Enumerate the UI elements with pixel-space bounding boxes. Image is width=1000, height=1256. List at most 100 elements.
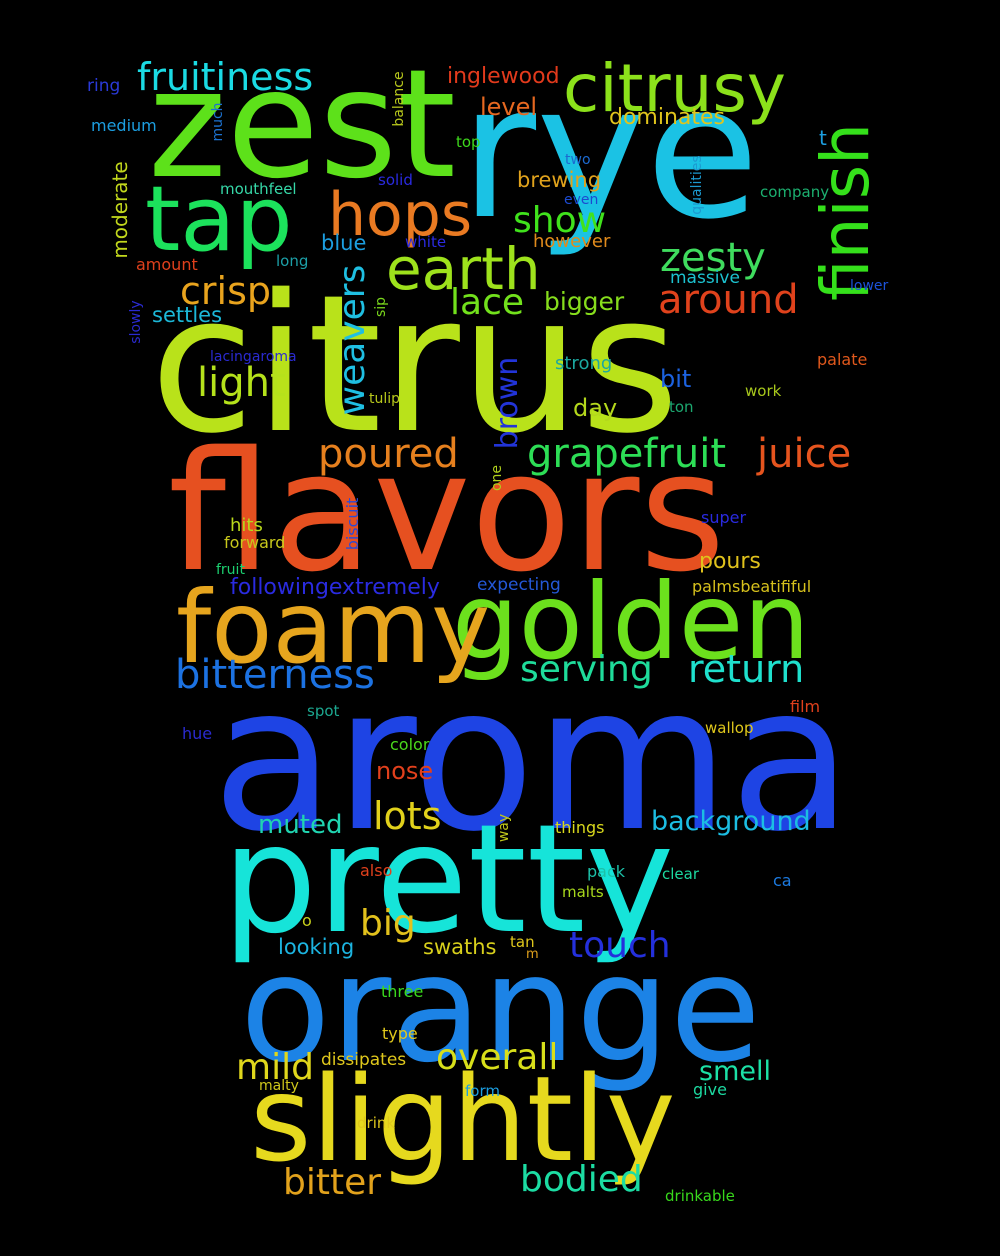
word-palate: palate xyxy=(817,350,868,369)
word-weavers: weavers xyxy=(332,264,373,416)
word-amount: amount xyxy=(136,255,198,274)
word-citrusy: citrusy xyxy=(563,50,786,127)
word-poured: poured xyxy=(318,431,459,477)
word-zest: zest xyxy=(148,38,456,212)
word-grapefruit: grapefruit xyxy=(527,431,727,477)
word-however: however xyxy=(533,231,611,252)
word-golden: golden xyxy=(452,561,810,683)
word-mild: mild xyxy=(236,1047,314,1088)
word-bitter: bitter xyxy=(283,1162,382,1203)
word-citrus: citrus xyxy=(150,254,680,475)
word-dissipates: dissipates xyxy=(321,1050,407,1070)
word-foamy: foamy xyxy=(176,569,491,686)
word-tap: tap xyxy=(145,167,293,272)
word-smell: smell xyxy=(699,1056,771,1087)
word-m: m xyxy=(526,947,539,962)
word-aroma: aroma xyxy=(212,643,853,876)
word-blue: blue xyxy=(321,231,367,255)
word-muted: muted xyxy=(258,810,343,840)
word-medium: medium xyxy=(91,116,157,135)
word-zesty: zesty xyxy=(660,235,766,281)
word-drink: drink xyxy=(357,1114,396,1132)
word-hops: hops xyxy=(328,180,473,250)
word-malts: malts xyxy=(562,883,604,901)
word-t: t xyxy=(819,126,827,150)
word-film: film xyxy=(790,697,821,716)
word-form: form xyxy=(465,1082,500,1100)
word-crisp: crisp xyxy=(180,269,271,313)
word-fruit: fruit xyxy=(216,562,245,578)
word-give: give xyxy=(693,1080,727,1099)
word-serving: serving xyxy=(520,649,653,690)
word-big: big xyxy=(360,903,416,944)
word-settles: settles xyxy=(152,303,223,327)
word-three: three xyxy=(381,982,424,1001)
word-company: company xyxy=(760,183,830,201)
word-biscuit: biscuit xyxy=(343,497,362,551)
word-two: two xyxy=(565,152,591,168)
word-earth: earth xyxy=(386,235,541,303)
word-spot: spot xyxy=(307,702,340,720)
word-fruitiness: fruitiness xyxy=(137,55,314,99)
word-color: color xyxy=(390,735,430,754)
word-qualities: qualities xyxy=(689,155,705,215)
word-bigger: bigger xyxy=(544,287,625,316)
word-lacingaroma: lacingaroma xyxy=(210,349,297,365)
word-bitterness: bitterness xyxy=(175,652,375,698)
word-way: way xyxy=(496,813,512,843)
word-rye: rye xyxy=(460,44,760,260)
word-forward: forward xyxy=(224,533,286,552)
word-bodied: bodied xyxy=(520,1159,643,1200)
word-around: around xyxy=(658,277,799,323)
word-clear: clear xyxy=(662,865,700,883)
word-nose: nose xyxy=(376,757,434,785)
word-malty: malty xyxy=(259,1078,299,1094)
word-inglewood: inglewood xyxy=(447,64,560,89)
word-light: light xyxy=(197,360,286,406)
word-brown: brown xyxy=(490,356,525,450)
word-sip: sip xyxy=(373,296,389,318)
word-lower: lower xyxy=(850,278,889,294)
word-swaths: swaths xyxy=(423,935,497,959)
word-dominates: dominates xyxy=(609,105,726,130)
word-brewing: brewing xyxy=(517,168,602,192)
word-balance: balance xyxy=(391,71,407,127)
word-followingextremely: followingextremely xyxy=(230,575,440,600)
word-slowly: slowly xyxy=(128,300,144,344)
word-ca: ca xyxy=(773,871,792,890)
word-lace: lace xyxy=(450,282,525,323)
word-ton: ton xyxy=(669,398,694,416)
word-hits: hits xyxy=(230,515,263,536)
word-juice: juice xyxy=(757,431,852,477)
word-palmsbeatififul: palmsbeatififul xyxy=(692,577,812,596)
word-solid: solid xyxy=(378,171,413,189)
word-even: even xyxy=(564,192,599,208)
word-level: level xyxy=(480,93,538,121)
word-looking: looking xyxy=(278,935,355,959)
word-long: long xyxy=(276,252,309,270)
word-slightly: slightly xyxy=(250,1050,676,1188)
word-pours: pours xyxy=(699,549,761,574)
word-bit: bit xyxy=(660,365,692,393)
word-touch: touch xyxy=(569,925,671,966)
word-hue: hue xyxy=(182,724,213,743)
word-moderate: moderate xyxy=(108,161,132,259)
word-mouthfeel: mouthfeel xyxy=(220,180,297,198)
word-overall: overall xyxy=(436,1037,559,1078)
word-things: things xyxy=(555,818,605,837)
word-pack: pack xyxy=(587,862,626,881)
word-flavors: flavors xyxy=(168,416,726,608)
word-also: also xyxy=(360,861,393,880)
word-top: top xyxy=(456,133,481,151)
word-background: background xyxy=(651,806,811,837)
word-day: day xyxy=(573,394,618,422)
word-show: show xyxy=(513,200,607,241)
word-tulip: tulip xyxy=(369,391,401,407)
word-work: work xyxy=(745,382,782,400)
word-wallop: wallop xyxy=(705,719,754,737)
word-white: white xyxy=(405,233,447,251)
word-return: return xyxy=(688,647,805,691)
word-ring: ring xyxy=(87,76,121,96)
word-massive: massive xyxy=(670,268,740,288)
